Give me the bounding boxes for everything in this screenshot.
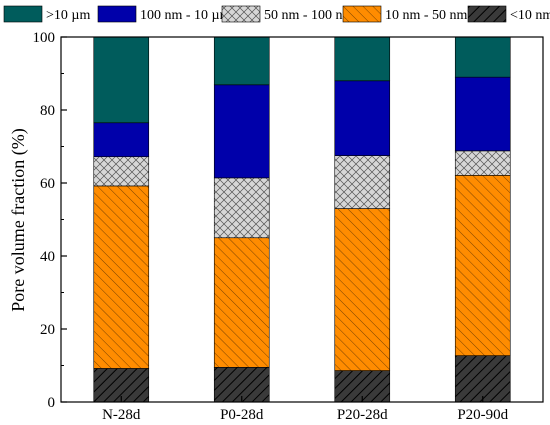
y-tick-label: 60 bbox=[40, 176, 55, 192]
bar-p0-28d-gt-10-um bbox=[213, 36, 270, 86]
bar-p20-28d-50-nm-100-nm bbox=[334, 155, 391, 209]
y-tick-label: 0 bbox=[48, 395, 56, 411]
legend-label: 50 nm - 100 nm bbox=[264, 8, 354, 23]
legend-item-100-nm-10-um: 100 nm - 10 µm bbox=[97, 5, 231, 23]
bar-p20-90d-100-nm-10-um bbox=[454, 76, 511, 152]
y-axis-title: Pore volume fraction (%) bbox=[8, 128, 29, 311]
bar-p20-90d-50-nm-100-nm bbox=[454, 150, 511, 176]
bar-p20-90d-gt-10-um bbox=[454, 36, 511, 78]
legend-swatch bbox=[97, 5, 137, 23]
bar-p20-90d-lt-10-nm bbox=[454, 355, 511, 403]
bar-n-28d-100-nm-10-um bbox=[93, 122, 150, 158]
legend-label: >10 µm bbox=[46, 8, 90, 23]
bar-n-28d-50-nm-100-nm bbox=[93, 156, 150, 187]
legend-swatch bbox=[342, 5, 382, 23]
axes: 0 20 40 60 80 100 N-28d P0-28d P20-28d P20-90d bbox=[33, 30, 544, 423]
legend-item-50-nm-100-nm: 50 nm - 100 nm bbox=[221, 5, 354, 23]
legend-label: 10 nm - 50 nm bbox=[385, 8, 468, 23]
legend-swatch bbox=[3, 5, 43, 23]
legend-item-gt-10-um: >10 µm bbox=[3, 5, 90, 23]
legend-item-lt-10-nm: <10 nm bbox=[467, 5, 550, 23]
bar-p0-28d-10-nm-50-nm bbox=[213, 237, 270, 368]
bar-n-28d-10-nm-50-nm bbox=[93, 185, 150, 369]
bar-p20-28d-10-nm-50-nm bbox=[334, 208, 391, 371]
bars bbox=[93, 36, 511, 403]
y-tick-label: 100 bbox=[33, 30, 56, 46]
x-tick-label-p20-28d: P20-28d bbox=[337, 407, 388, 423]
bar-p0-28d-100-nm-10-um bbox=[213, 84, 270, 179]
bar-p20-28d-100-nm-10-um bbox=[334, 80, 391, 156]
legend-swatch bbox=[221, 5, 261, 23]
bar-p20-90d-10-nm-50-nm bbox=[454, 175, 511, 356]
x-tick-label-p0-28d: P0-28d bbox=[220, 407, 264, 423]
bar-p20-28d-gt-10-um bbox=[334, 36, 391, 82]
legend: >10 µm 100 nm - 10 µm 50 nm - 100 nm 10 nm … bbox=[3, 5, 550, 23]
y-tick-label: 80 bbox=[40, 103, 55, 119]
legend-label: <10 nm bbox=[510, 8, 550, 23]
y-tick-label: 40 bbox=[40, 249, 55, 265]
x-tick-label-p20-90d: P20-90d bbox=[457, 407, 508, 423]
bar-n-28d-gt-10-um bbox=[93, 36, 150, 124]
legend-swatch bbox=[467, 5, 507, 23]
legend-label: 100 nm - 10 µm bbox=[140, 8, 231, 23]
bar-p0-28d-50-nm-100-nm bbox=[213, 177, 270, 239]
y-tick-label: 20 bbox=[40, 322, 55, 338]
legend-item-10-nm-50-nm: 10 nm - 50 nm bbox=[342, 5, 468, 23]
x-tick-label-n-28d: N-28d bbox=[102, 407, 141, 423]
